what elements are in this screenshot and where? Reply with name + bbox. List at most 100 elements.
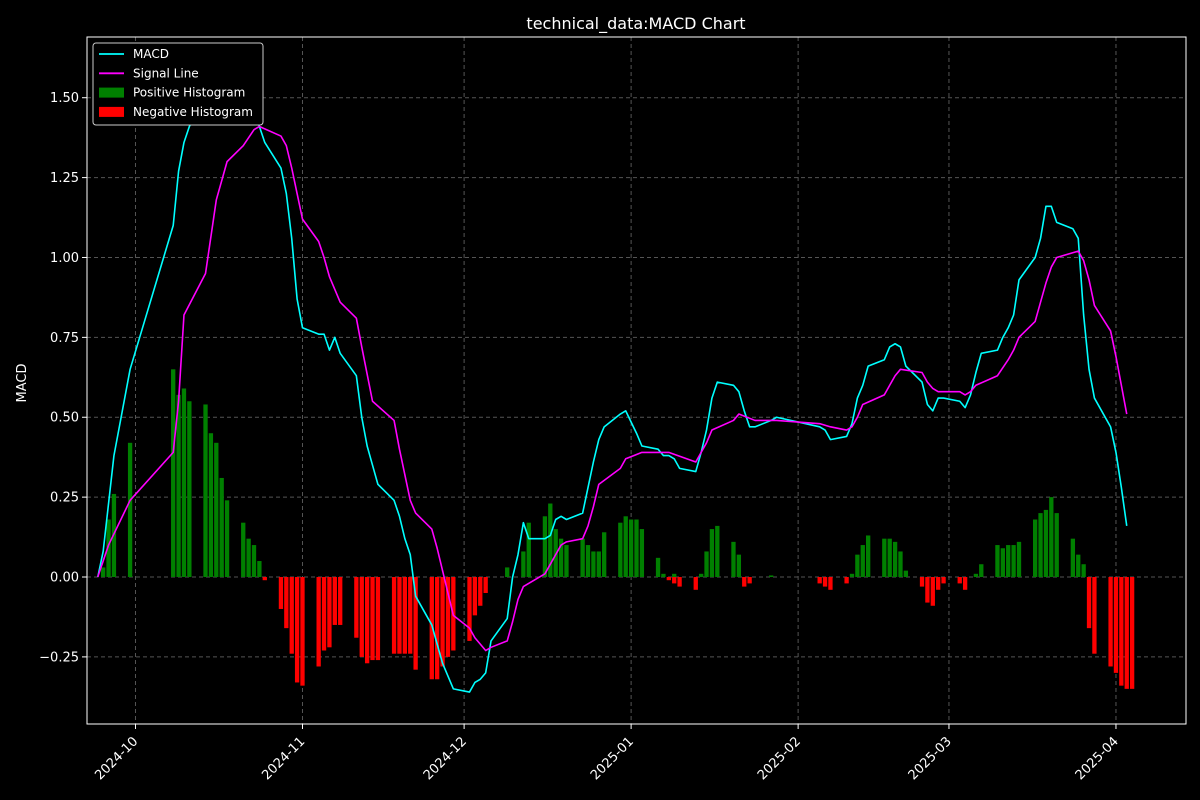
positive-histogram-bar: [257, 561, 262, 578]
positive-histogram-bar: [698, 573, 704, 578]
chart-title: technical_data:MACD Chart: [526, 14, 745, 34]
y-axis-title: MACD: [15, 364, 30, 403]
legend-items: MACD Signal Line Positive Histogram Negativ…: [99, 47, 253, 119]
plot-frame: [86, 36, 1187, 725]
negative-histogram-bar: [919, 577, 925, 587]
positive-histogram-bar: [106, 519, 111, 578]
positive-histogram-bar: [639, 529, 645, 578]
negative-histogram-bar: [930, 577, 935, 606]
negative-histogram-bar: [300, 577, 305, 686]
negative-histogram-bar: [666, 577, 671, 581]
positive-histogram-bar: [208, 433, 214, 578]
positive-histogram-bar: [542, 516, 548, 578]
positive-histogram-bar: [187, 401, 192, 578]
positive-histogram-bar: [596, 551, 601, 578]
positive-histogram-bar: [1054, 513, 1059, 578]
negative-histogram-bar: [262, 577, 267, 581]
y-tick-label: 0.00: [50, 571, 79, 586]
negative-histogram-bar: [693, 577, 698, 590]
positive-histogram-bar: [769, 575, 774, 578]
positive-histogram-bar: [672, 573, 677, 578]
negative-histogram-bar: [338, 577, 343, 625]
positive-histogram-bar: [709, 529, 715, 578]
positive-histogram-bar: [521, 551, 526, 578]
legend-box: [92, 42, 264, 126]
negative-histogram-bar: [1086, 577, 1092, 629]
negative-histogram-bar: [316, 577, 321, 667]
negative-histogram-bar: [822, 577, 828, 587]
positive-histogram-bar: [1038, 513, 1043, 578]
positive-histogram-bar: [251, 545, 257, 578]
y-tick-label: −0.25: [39, 650, 79, 665]
legend-label-positive-histogram: Positive Histogram: [133, 86, 245, 100]
negative-histogram-bar: [278, 577, 284, 609]
positive-histogram-bar: [892, 541, 898, 578]
positive-histogram-bar: [1006, 545, 1011, 578]
negative-histogram-bar: [327, 577, 332, 648]
negative-histogram-bar: [742, 577, 747, 587]
signal-line: [97, 125, 1128, 652]
negative-histogram-bar: [435, 577, 440, 680]
positive-histogram-bar: [882, 538, 887, 578]
negative-histogram-bar: [817, 577, 822, 584]
negative-histogram-bar: [294, 577, 300, 683]
negative-histogram-bar: [828, 577, 833, 590]
y-tick-label: 0.25: [50, 491, 79, 506]
legend-label-negative-histogram: Negative Histogram: [133, 105, 253, 119]
negative-histogram-bar: [332, 577, 337, 625]
positive-histogram-bar: [246, 538, 251, 578]
negative-histogram-bar: [1108, 577, 1113, 667]
positive-histogram-bar: [634, 519, 639, 578]
negative-histogram-bar: [370, 577, 375, 661]
negative-histogram-bar: [478, 577, 483, 606]
negative-histogram-bar: [354, 577, 359, 638]
positive-histogram-bar: [526, 522, 531, 578]
y-tick-label: 1.00: [50, 251, 79, 266]
negative-histogram-bar: [445, 577, 451, 657]
positive-histogram-bar: [214, 442, 219, 578]
positive-histogram-bar: [181, 388, 187, 578]
positive-histogram-bar: [219, 477, 224, 578]
negative-histogram-bar: [284, 577, 289, 629]
y-tick-label: 1.25: [50, 171, 79, 186]
positive-histogram-bar: [580, 538, 585, 578]
positive-histogram-bar: [558, 538, 564, 578]
y-tick-label: 0.75: [50, 331, 79, 346]
positive-histogram-bar: [1049, 497, 1054, 578]
positive-histogram-bar: [979, 564, 984, 578]
negative-histogram-bar: [957, 577, 962, 584]
line-series: [96, 71, 1128, 693]
legend: MACD Signal Line Positive Histogram Negativ…: [92, 42, 264, 126]
legend-label-signal-line: Signal Line: [133, 66, 199, 80]
negative-histogram-bar: [321, 577, 327, 651]
positive-histogram-bar: [564, 545, 569, 578]
negative-histogram-bar: [672, 577, 677, 584]
positive-histogram-bar: [1011, 545, 1016, 578]
negative-histogram-bar: [429, 577, 434, 680]
negative-histogram-bar: [1124, 577, 1129, 689]
y-axis-ticks: −0.25 0.00 0.25 0.50 0.75 1.00 1.25 1.50: [39, 91, 87, 665]
negative-histogram-bar: [467, 577, 472, 641]
negative-histogram-bar: [472, 577, 478, 616]
negative-histogram-bar: [289, 577, 294, 654]
positive-histogram-bar: [1000, 548, 1005, 578]
positive-histogram-bar: [860, 545, 865, 578]
positive-histogram-bar: [628, 519, 634, 578]
positive-histogram-bar: [973, 573, 979, 578]
positive-histogram-bar: [1043, 509, 1049, 578]
positive-histogram-bar: [715, 525, 720, 578]
positive-histogram-bar: [1081, 564, 1086, 578]
negative-histogram-bar: [1113, 577, 1119, 673]
negative-histogram-bar: [1092, 577, 1097, 654]
y-tick-label: 1.50: [50, 91, 79, 106]
positive-histogram-bar: [704, 551, 709, 578]
positive-histogram-bar: [736, 554, 742, 578]
positive-histogram-bar: [1016, 541, 1022, 578]
positive-histogram-bar: [171, 369, 176, 578]
positive-histogram-bar: [101, 567, 106, 578]
positive-histogram-bar: [995, 545, 1000, 578]
positive-histogram-bar: [127, 442, 133, 578]
